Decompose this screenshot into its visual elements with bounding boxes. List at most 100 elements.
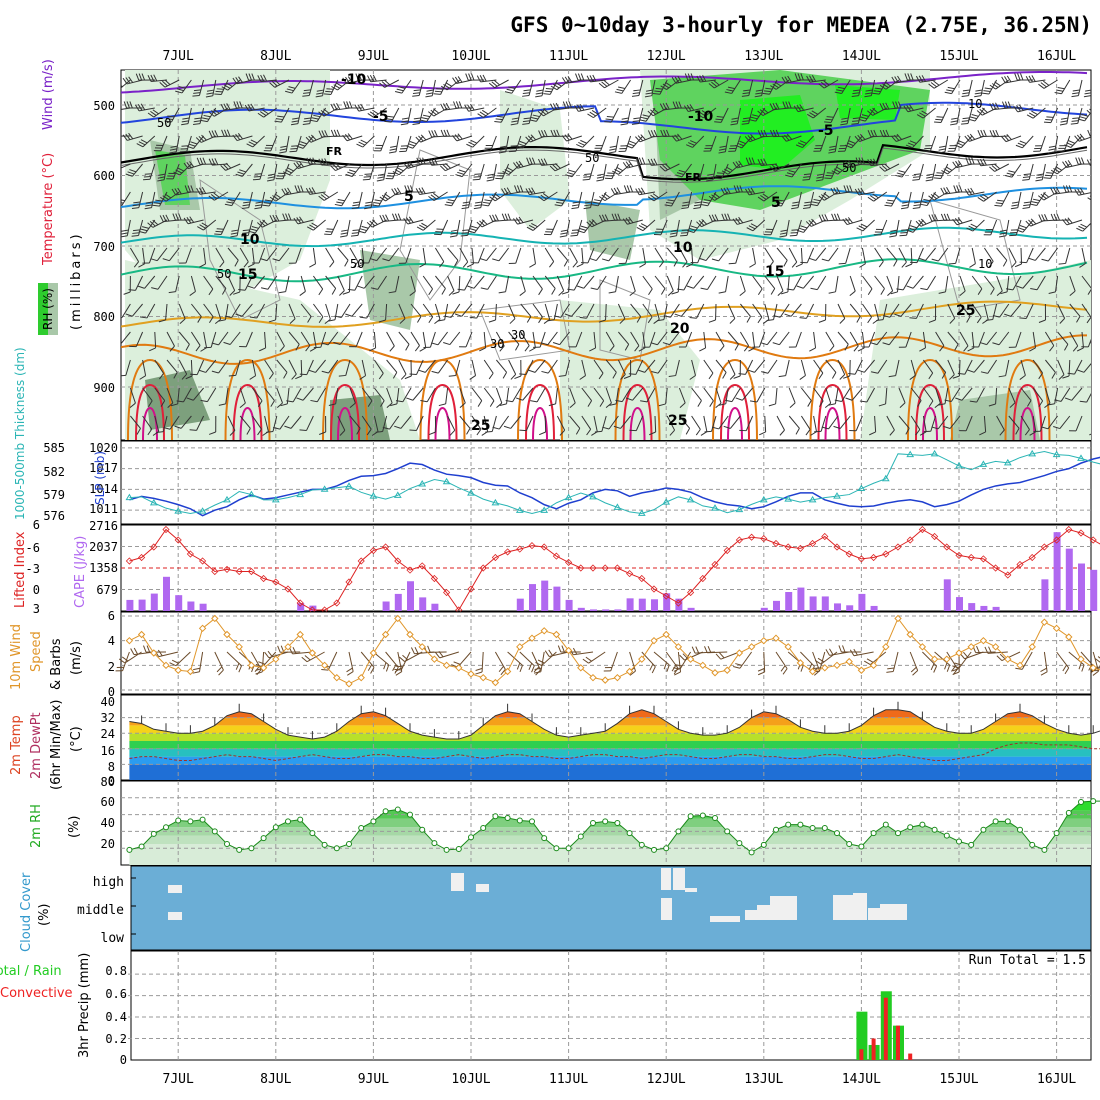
wind-barb-tick — [404, 375, 412, 380]
contour-label: -5 — [818, 123, 834, 139]
wind-barb — [1039, 415, 1046, 432]
wind-barb-tick — [152, 109, 159, 115]
wind-barb-tick — [992, 102, 997, 110]
wind-barb — [272, 415, 278, 432]
wind-barb — [725, 387, 729, 404]
wind-barb-tick — [686, 285, 694, 289]
wind-barb-tick — [540, 342, 548, 346]
wind-barb-tick — [336, 103, 341, 110]
wind-barb — [363, 275, 375, 289]
lifted-index-point — [735, 536, 743, 544]
wind-barb-tick — [785, 174, 793, 178]
wind-barb-tick — [592, 201, 600, 204]
wind-barb-tick — [395, 671, 403, 676]
wind-barb-tick — [158, 319, 166, 323]
wind-barb-tick — [697, 113, 704, 119]
wind-barb-tick — [1028, 219, 1034, 226]
wind-speed-point — [1016, 661, 1024, 670]
wind-barb-tick — [437, 319, 445, 322]
wind-barb-tick — [469, 316, 477, 319]
wind-barb — [703, 387, 714, 402]
wind-barb — [605, 303, 607, 321]
wind-barb — [131, 303, 143, 317]
wind-barb-tick — [638, 187, 643, 195]
wind-barb-tick — [499, 345, 505, 352]
wind-barb-tick — [208, 111, 215, 117]
wind-barb — [992, 303, 998, 320]
wind-barb-tick — [390, 145, 398, 148]
wind-barb-tick — [694, 201, 702, 204]
wind-barb-tick — [597, 173, 605, 176]
wind-barb-tick — [762, 92, 770, 95]
slp-lines — [125, 449, 1100, 517]
wind-barb — [339, 331, 351, 345]
wind-barb — [398, 359, 407, 375]
wind-barb-tick — [988, 261, 994, 268]
wind-barb-tick — [398, 656, 405, 662]
wind-barb-tick — [466, 428, 471, 435]
wind-barb — [669, 331, 680, 345]
wind-barb-tick — [915, 429, 921, 436]
wind-barb-tick — [904, 73, 908, 81]
wind-barb-tick — [700, 431, 708, 436]
wind-barb-tick — [332, 164, 339, 170]
wind-barb-tick — [957, 372, 965, 375]
wind-barb-tick — [251, 73, 255, 81]
wind-barb-tick — [1038, 372, 1043, 380]
wind-barb-tick — [132, 229, 141, 232]
wind-barb-tick — [689, 104, 695, 111]
lifted-index-point — [821, 532, 829, 541]
wind-barb-tick — [586, 221, 593, 228]
wind-barb-tick — [824, 214, 829, 221]
wind-barb-tick — [1086, 159, 1091, 167]
wind-barb-tick — [940, 213, 945, 221]
wind-barb-tick — [198, 135, 205, 142]
wind-barb-tick — [349, 169, 356, 173]
wind-barb-tick — [164, 120, 172, 123]
cloud-level-middle: middle — [77, 903, 124, 918]
wind-barb-tick — [331, 288, 337, 295]
wind-barb-tick — [258, 661, 266, 665]
wind-barb-tick — [225, 82, 233, 87]
wind-barb-tick — [1025, 76, 1031, 83]
wind-barb — [512, 387, 522, 402]
wind-barb-tick — [1038, 83, 1045, 89]
wind-barb — [544, 247, 555, 262]
wind-barb-tick — [870, 129, 875, 137]
wind-barb — [203, 247, 207, 264]
precip-total-bar — [856, 1011, 868, 1060]
wind-barb — [828, 415, 839, 430]
wind-barb-tick — [952, 218, 958, 226]
wind-barb-tick — [646, 89, 654, 92]
temperature-contour — [121, 101, 1088, 135]
wind-barb-tick — [139, 375, 146, 380]
wind-barb-tick — [853, 345, 859, 352]
wind-barb-tick — [310, 399, 318, 403]
wind-barb-tick — [214, 158, 219, 165]
wind-barb-tick — [926, 176, 934, 179]
wind-barb-tick — [181, 373, 188, 380]
lifted-index-point — [418, 562, 426, 570]
wind-barb-tick — [969, 263, 976, 268]
wind-barb-tick — [1038, 214, 1043, 222]
wind-barb-tick — [859, 263, 866, 268]
wind-barb — [691, 387, 702, 401]
wind-barb-tick — [257, 400, 263, 407]
wind-barb — [264, 387, 275, 401]
wind-barb-tick — [171, 188, 177, 196]
wind-barb-tick — [157, 179, 165, 182]
wind-barb-tick — [1058, 374, 1065, 380]
wind-barb-tick — [1055, 186, 1061, 194]
wind-barb-tick — [730, 120, 738, 123]
wind-barb-tick — [734, 344, 739, 351]
wind-barb-tick — [238, 665, 242, 673]
wind-barb — [496, 359, 507, 373]
wind-barb-tick — [169, 345, 175, 352]
rh-point — [260, 835, 267, 842]
wind-barb-tick — [206, 89, 214, 92]
wind-barb — [276, 331, 285, 347]
rh-band — [129, 827, 1091, 836]
wind-barb-tick — [989, 103, 994, 110]
wind-barb-tick — [936, 116, 944, 118]
wind-barb — [646, 387, 656, 403]
